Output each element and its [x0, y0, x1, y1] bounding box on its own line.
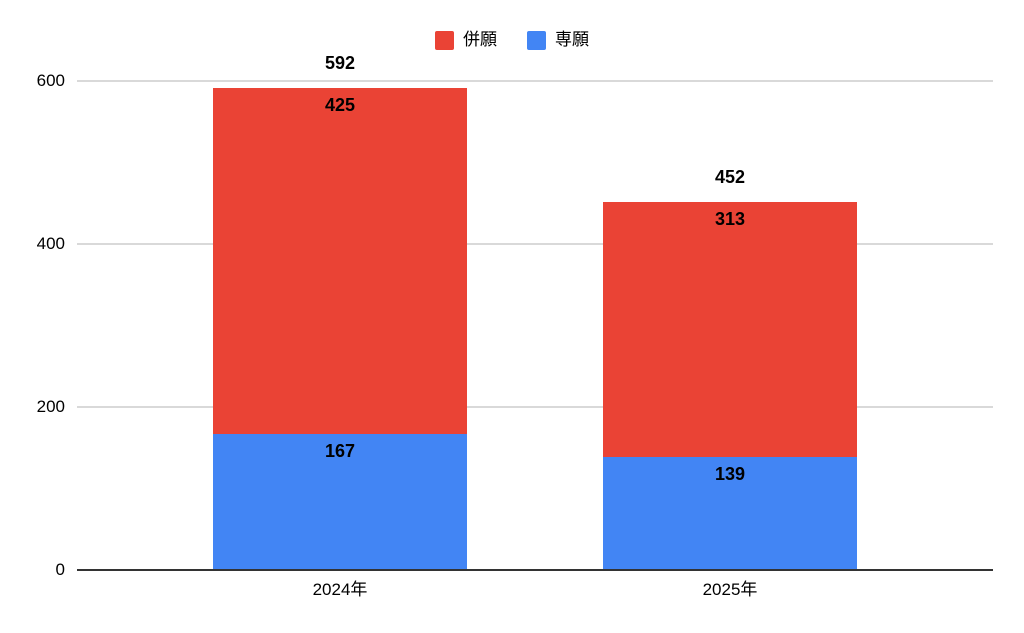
- legend-label: 専願: [555, 30, 589, 49]
- bar-segment-併願-2025年: 313: [603, 201, 857, 457]
- chart-legend: 併願 専願: [0, 29, 1024, 51]
- segment-value-label: 139: [714, 463, 746, 484]
- bar-segment-併願-2024年: 425: [213, 87, 467, 434]
- legend-swatch-red: [435, 30, 454, 50]
- y-axis-tick-label: 200: [36, 397, 65, 416]
- legend-item-sengan: 専願: [527, 29, 589, 51]
- segment-value-label: 425: [324, 94, 356, 115]
- legend-item-heigan: 併願: [435, 29, 497, 51]
- y-axis-tick-label: 400: [36, 234, 65, 253]
- legend-label: 併願: [463, 30, 497, 49]
- total-value-label: 592: [324, 53, 356, 73]
- legend-swatch-blue: [527, 30, 546, 50]
- segment-value-label: 313: [714, 208, 746, 229]
- x-axis-category-label: 2024年: [312, 580, 368, 599]
- x-axis-line: [77, 569, 993, 571]
- y-axis-tick-label: 600: [36, 71, 65, 90]
- y-axis-tick-label: 0: [55, 560, 65, 579]
- bar-segment-専願-2024年: 167: [213, 433, 467, 570]
- gridline: [77, 243, 993, 245]
- bar-segment-専願-2025年: 139: [603, 456, 857, 570]
- gridline: [77, 406, 993, 408]
- gridline: [77, 80, 993, 82]
- total-value-label: 452: [714, 167, 746, 187]
- x-axis-category-label: 2025年: [702, 580, 758, 599]
- segment-value-label: 167: [324, 440, 356, 461]
